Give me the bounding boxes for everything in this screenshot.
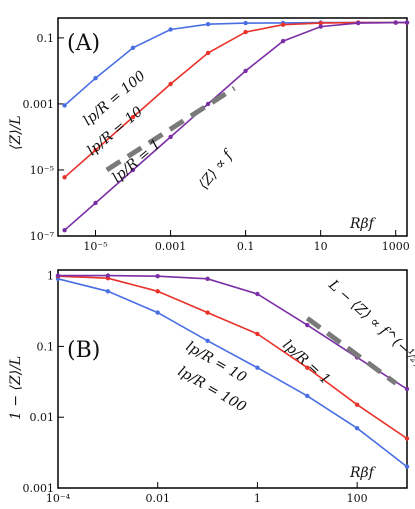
series-point [280,22,286,27]
x-tick-label: 10⁻⁴ [46,492,71,505]
y-tick-label: 10⁻⁵ [30,164,54,177]
series-point [155,289,160,294]
panel-b-ylabel: 1 − ⟨Z⟩/L [8,356,24,420]
series-point [404,386,410,392]
series-point [168,134,173,140]
series-point [404,464,410,469]
y-tick-label: 0.1 [37,32,55,45]
series-point [205,50,211,56]
series-point [305,365,310,370]
panel-a-ylabel: ⟨Z⟩/L [8,115,24,150]
series-point [243,20,248,26]
y-tick-label: 1 [47,270,54,283]
panel-b-series [55,273,410,469]
panel-b-frame [57,269,408,489]
x-tick-label: 10⁻⁵ [83,240,107,253]
series-point [205,338,210,343]
x-tick-label: 10 [314,240,328,253]
panel-a-xlabel: Rβf [349,216,377,232]
y-tick-label: 0.1 [37,340,55,353]
panel-a-series [62,20,410,233]
panel-a-slope-label: ⟨Z⟩ ∝ f [196,146,238,193]
series-point [105,289,111,294]
series-point [404,436,410,441]
x-tick-label: 1 [254,492,261,505]
y-tick-label: 0.001 [23,98,55,111]
series-point [205,101,211,107]
series-point [243,29,248,35]
series-line-0 [57,278,408,468]
series-point [280,38,286,44]
series-point [93,200,98,206]
series-point [130,114,136,120]
panel-b-slope-guide [305,316,398,386]
series-point [404,20,410,25]
series-point [168,27,173,32]
x-tick-label: 0.1 [237,240,255,253]
panel-b-series-label-1: lp/R = 1 [279,337,333,388]
y-tick-label: 0.01 [30,411,55,424]
series-point [243,68,248,74]
series-point [62,103,67,108]
series-point [105,273,111,278]
series-point [93,76,98,81]
panel-a: (A) 10⁻⁵ 0.001 0.1 10 1000 10⁻⁷ 10⁻⁵ 0.001 0.1 ⟨… [8,17,410,253]
series-line-2 [58,274,408,390]
series-point [205,22,211,27]
series-point [130,167,136,173]
series-point [318,24,323,29]
series-point [305,322,310,328]
x-tick-label: 0.01 [145,492,170,505]
series-point [155,274,160,279]
series-point [62,175,67,180]
x-tick-label: 100 [347,492,368,505]
panel-b-ticks: 10⁻⁴ 0.01 1 100 0.001 0.01 0.1 1 [23,270,368,505]
y-tick-label: 10⁻⁷ [30,230,55,243]
panel-b-label: (B) [67,338,100,363]
series-point [354,402,360,407]
series-point [62,228,67,233]
panel-a-slope-guide [105,86,236,173]
panel-b: (B) 10⁻⁴ 0.01 1 100 0.001 0.01 0.1 1 L − ⟨Z⟩ ∝ … [8,269,415,505]
series-point [354,426,360,431]
series-point [205,276,210,281]
series-point [130,45,136,50]
panel-b-slope-label: L − ⟨Z⟩ ∝ f^(−½) [325,276,415,370]
panel-a-ticks: 10⁻⁵ 0.001 0.1 10 1000 10⁻⁷ 10⁻⁵ 0.001 0.1 [23,32,410,253]
series-point [168,81,173,87]
series-point [393,20,398,25]
series-point [93,147,98,153]
series-point [255,291,260,297]
series-point [155,310,160,315]
series-line-1 [57,275,408,440]
series-point [255,365,260,370]
series-point [356,20,361,26]
panel-a-label: (A) [67,31,100,56]
series-point [255,331,260,337]
panel-a-frame [57,17,408,237]
series-point [55,273,61,278]
x-tick-label: 1000 [382,240,410,253]
panel-b-xlabel: Rβf [349,465,377,481]
series-point [205,310,210,315]
y-tick-label: 0.001 [23,482,55,495]
series-point [305,393,310,399]
series-point [318,20,323,26]
x-tick-label: 0.001 [155,240,187,253]
